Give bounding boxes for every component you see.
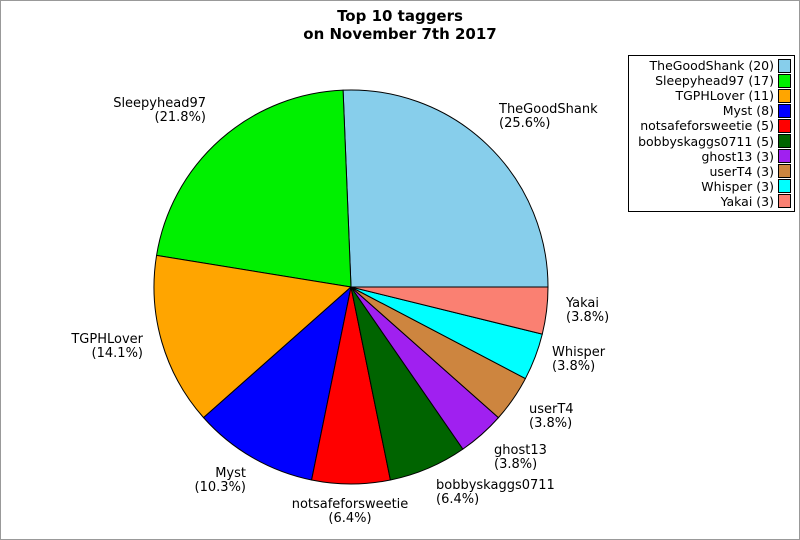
legend-swatch-icon [778, 194, 791, 209]
legend-row-notsafeforsweetie: notsafeforsweetie (5) [632, 118, 791, 133]
legend-label: TGPHLover (11) [675, 88, 774, 104]
pie-slice-Myst [203, 286, 352, 481]
pie-slice-TheGoodShank [342, 89, 549, 288]
slice-label-TGPHLover: TGPHLover (14.1%) [71, 332, 143, 361]
pie-slice-Sleepyhead97 [156, 89, 352, 288]
legend-row-Myst: Myst (8) [632, 103, 791, 118]
legend-label: Myst (8) [722, 103, 774, 119]
legend-swatch-icon [778, 179, 791, 194]
legend-label: Yakai (3) [720, 193, 774, 209]
legend-row-TGPHLover: TGPHLover (11) [632, 88, 791, 103]
slice-label-userT4: userT4 (3.8%) [529, 402, 574, 431]
legend-row-Sleepyhead97: Sleepyhead97 (17) [632, 73, 791, 88]
legend-swatch-icon [778, 118, 791, 133]
legend-swatch-icon [778, 88, 791, 103]
legend-swatch-icon [778, 164, 791, 179]
legend-row-ghost13: ghost13 (3) [632, 149, 791, 164]
legend-swatch-icon [778, 58, 791, 73]
legend-label: Sleepyhead97 (17) [655, 73, 774, 89]
legend-row-TheGoodShank: TheGoodShank (20) [632, 58, 791, 73]
slice-label-notsafeforsweetie: notsafeforsweetie (6.4%) [291, 497, 409, 526]
legend-label: userT4 (3) [709, 163, 774, 179]
legend-label: TheGoodShank (20) [649, 58, 774, 74]
legend-label: ghost13 (3) [701, 148, 774, 164]
legend-label: notsafeforsweetie (5) [640, 118, 774, 134]
slice-label-TheGoodShank: TheGoodShank (25.6%) [499, 102, 598, 131]
slice-label-bobbyskaggs0711: bobbyskaggs0711 (6.4%) [436, 478, 555, 507]
legend-label: Whisper (3) [701, 178, 774, 194]
slice-label-Sleepyhead97: Sleepyhead97 (21.8%) [113, 96, 206, 125]
legend-row-userT4: userT4 (3) [632, 164, 791, 179]
legend-label: bobbyskaggs0711 (5) [638, 133, 774, 149]
chart-title: Top 10 taggers on November 7th 2017 [303, 7, 497, 43]
legend-swatch-icon [778, 149, 791, 164]
legend-row-Whisper: Whisper (3) [632, 179, 791, 194]
legend-swatch-icon [778, 103, 791, 118]
slice-label-Whisper: Whisper (3.8%) [552, 345, 606, 374]
slice-label-ghost13: ghost13 (3.8%) [494, 443, 547, 472]
slice-label-Yakai: Yakai (3.8%) [566, 296, 610, 325]
legend-box: TheGoodShank (20) Sleepyhead97 (17) TGPHLo… [628, 55, 795, 212]
legend-swatch-icon [778, 134, 791, 149]
legend-swatch-icon [778, 73, 791, 88]
legend-row-Yakai: Yakai (3) [632, 194, 791, 209]
pie-slice-TGPHLover [153, 254, 352, 419]
pie-slice-Yakai [350, 286, 549, 335]
slice-label-Myst: Myst (10.3%) [194, 466, 246, 495]
legend-row-bobbyskaggs0711: bobbyskaggs0711 (5) [632, 133, 791, 149]
